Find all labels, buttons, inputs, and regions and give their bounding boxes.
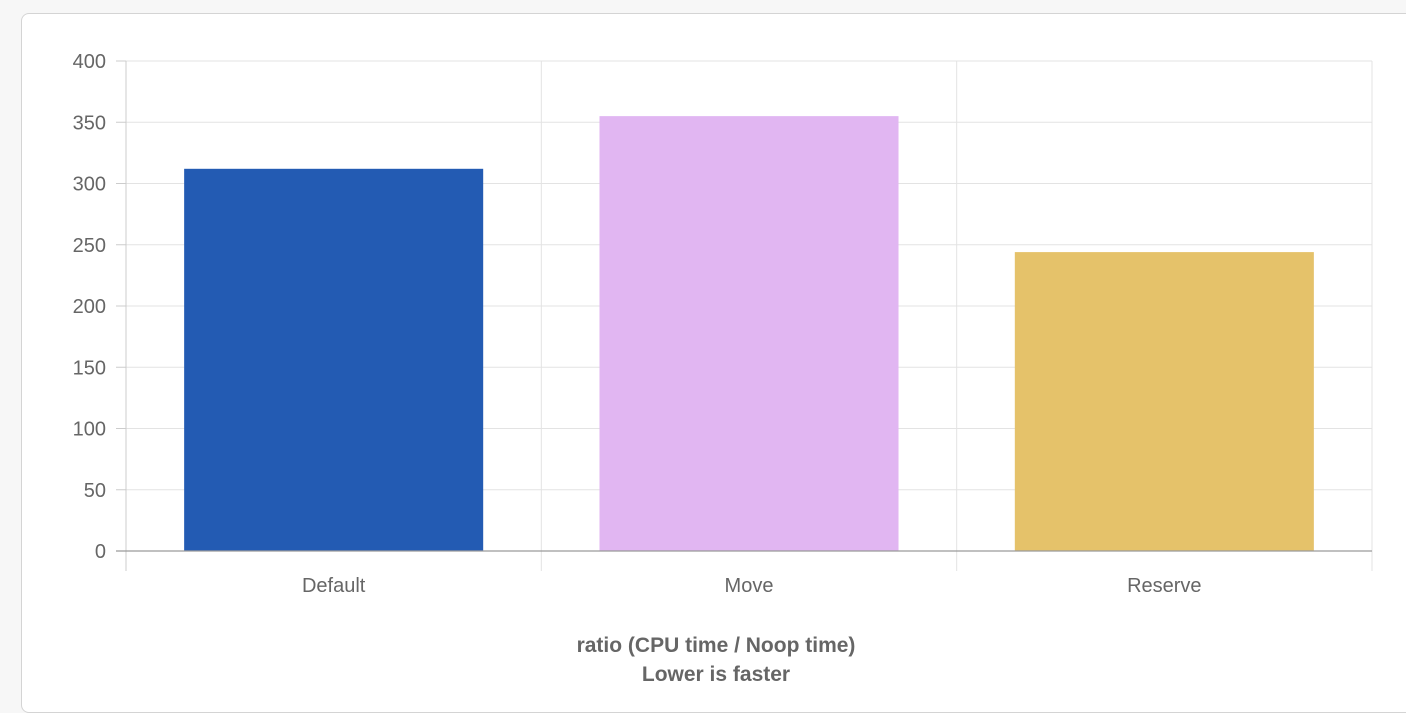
axes [116,60,1372,571]
x-tick-labels: Default Move Reserve [302,575,1202,597]
x-tick-label: Reserve [1127,575,1201,597]
x-axis-title-line-1: ratio (CPU time / Noop time) [577,634,856,657]
y-tick-label: 250 [73,235,106,257]
y-tick-label: 350 [73,112,106,134]
y-tick-labels: 0 50 100 150 200 250 300 350 400 [73,51,106,563]
bars [184,116,1314,552]
y-tick-label: 50 [84,480,106,502]
bar-default[interactable] [184,168,484,552]
bar-reserve[interactable] [1014,252,1314,551]
y-tick-label: 200 [73,296,106,318]
y-tick-label: 0 [95,541,106,563]
bar-chart: 0 50 100 150 200 250 300 350 400 Default Move Rese… [73,51,1373,686]
bar-move[interactable] [599,116,899,551]
y-tick-label: 300 [73,174,106,196]
y-tick-label: 400 [73,51,106,73]
x-tick-label: Move [725,575,774,597]
x-tick-label: Default [302,575,366,597]
y-tick-label: 100 [73,419,106,441]
y-tick-label: 150 [73,357,106,379]
x-axis-title-line-2: Lower is faster [642,663,790,686]
